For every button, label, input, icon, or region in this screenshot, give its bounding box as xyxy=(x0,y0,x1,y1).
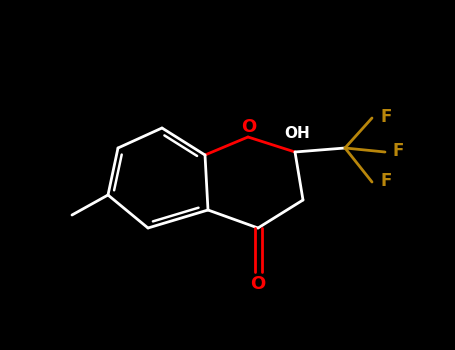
Text: OH: OH xyxy=(284,126,310,141)
Text: F: F xyxy=(380,172,391,190)
Text: F: F xyxy=(393,142,404,160)
Text: O: O xyxy=(241,118,257,136)
Text: O: O xyxy=(250,275,266,293)
Text: F: F xyxy=(380,108,391,126)
